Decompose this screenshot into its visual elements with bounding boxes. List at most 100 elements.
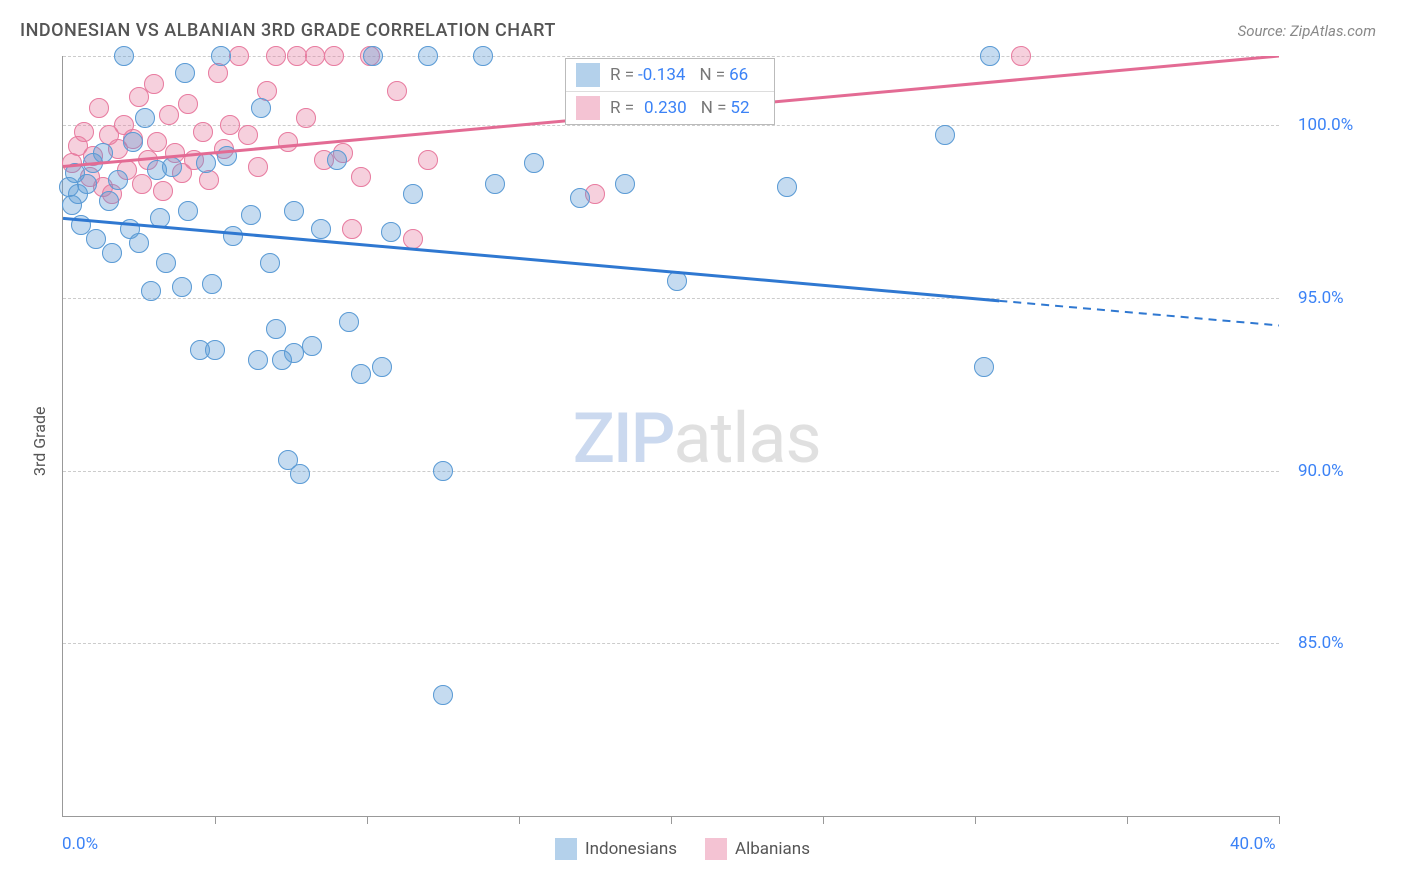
legend-n-value-indonesians: 66 [729, 65, 748, 85]
legend-r-value-albanians: 0.230 [644, 98, 687, 118]
scatter-point-border-indonesians [135, 108, 155, 128]
scatter-point-border-indonesians [667, 271, 687, 291]
scatter-point-border-indonesians [418, 46, 438, 66]
scatter-point-border-albanians [342, 219, 362, 239]
scatter-point-border-albanians [248, 157, 268, 177]
scatter-point-border-indonesians [248, 350, 268, 370]
scatter-point-border-indonesians [351, 364, 371, 384]
scatter-point-border-indonesians [381, 222, 401, 242]
scatter-point-border-indonesians [266, 319, 286, 339]
scatter-point-border-indonesians [777, 177, 797, 197]
scatter-point-border-indonesians [202, 274, 222, 294]
scatter-point-border-indonesians [290, 464, 310, 484]
scatter-point-border-indonesians [123, 132, 143, 152]
scatter-point-border-indonesians [196, 153, 216, 173]
scatter-point-border-indonesians [172, 277, 192, 297]
scatter-point-border-indonesians [327, 150, 347, 170]
scatter-point-border-indonesians [974, 357, 994, 377]
scatter-point-border-indonesians [99, 191, 119, 211]
trendline-dashed-indonesians [999, 301, 1279, 326]
legend-n-label: N = [699, 65, 725, 85]
y-tick-label: 85.0% [1298, 633, 1344, 653]
legend-label-indonesians: Indonesians [585, 839, 677, 859]
scatter-point-border-indonesians [150, 208, 170, 228]
scatter-point-border-albanians [208, 63, 228, 83]
y-tick-label: 90.0% [1298, 461, 1344, 481]
scatter-point-border-indonesians [284, 343, 304, 363]
scatter-point-border-indonesians [339, 312, 359, 332]
scatter-point-border-indonesians [980, 46, 1000, 66]
scatter-point-border-albanians [178, 94, 198, 114]
scatter-point-border-albanians [147, 132, 167, 152]
scatter-point-border-indonesians [178, 201, 198, 221]
legend-swatch-albanians-bottom [705, 838, 727, 860]
x-tick [1279, 816, 1280, 824]
scatter-point-border-indonesians [175, 63, 195, 83]
scatter-point-border-indonesians [570, 188, 590, 208]
scatter-point-border-albanians [418, 150, 438, 170]
legend-label-albanians: Albanians [735, 839, 810, 859]
scatter-point-border-albanians [159, 105, 179, 125]
scatter-point-border-indonesians [433, 461, 453, 481]
scatter-point-border-indonesians [284, 201, 304, 221]
scatter-point-border-indonesians [211, 46, 231, 66]
legend-r-value-indonesians: -0.134 [638, 65, 685, 85]
gridline-h [63, 298, 1279, 299]
x-tick [519, 816, 520, 824]
scatter-point-border-indonesians [403, 184, 423, 204]
x-tick [975, 816, 976, 824]
scatter-point-border-indonesians [363, 46, 383, 66]
scatter-point-border-indonesians [162, 157, 182, 177]
source-label: Source: ZipAtlas.com [1238, 22, 1376, 40]
scatter-point-border-albanians [220, 115, 240, 135]
scatter-point-border-indonesians [77, 174, 97, 194]
scatter-point-border-indonesians [141, 281, 161, 301]
scatter-point-border-albanians [238, 125, 258, 145]
scatter-point-border-albanians [153, 181, 173, 201]
chart-title: INDONESIAN VS ALBANIAN 3RD GRADE CORRELA… [20, 20, 556, 41]
scatter-point-border-indonesians [473, 46, 493, 66]
scatter-point-border-indonesians [205, 340, 225, 360]
legend-r-label: R = [610, 98, 634, 118]
scatter-point-border-indonesians [156, 253, 176, 273]
scatter-point-border-albanians [144, 74, 164, 94]
legend-swatch-albanians [576, 96, 600, 120]
x-tick [671, 816, 672, 824]
scatter-point-border-albanians [266, 46, 286, 66]
scatter-point-border-indonesians [241, 205, 261, 225]
scatter-point-border-indonesians [935, 125, 955, 145]
scatter-point-border-albanians [199, 170, 219, 190]
scatter-point-border-indonesians [524, 153, 544, 173]
scatter-point-border-indonesians [485, 174, 505, 194]
scatter-point-border-indonesians [223, 226, 243, 246]
x-tick [367, 816, 368, 824]
scatter-point-border-albanians [351, 167, 371, 187]
scatter-point-border-indonesians [260, 253, 280, 273]
scatter-point-border-albanians [287, 46, 307, 66]
scatter-point-border-albanians [403, 229, 423, 249]
trend-lines [63, 56, 1279, 816]
scatter-point-border-indonesians [93, 143, 113, 163]
legend-n-value-albanians: 52 [730, 98, 749, 118]
scatter-point-border-indonesians [129, 233, 149, 253]
scatter-point-border-albanians [324, 46, 344, 66]
scatter-point-border-indonesians [108, 170, 128, 190]
gridline-h [63, 471, 1279, 472]
scatter-point-border-indonesians [251, 98, 271, 118]
scatter-point-border-indonesians [433, 685, 453, 705]
y-axis-label: 3rd Grade [30, 407, 49, 476]
gridline-h [63, 643, 1279, 644]
y-tick-label: 95.0% [1298, 288, 1344, 308]
scatter-point-border-albanians [387, 81, 407, 101]
x-label-max: 40.0% [1230, 834, 1276, 854]
scatter-point-border-albanians [1011, 46, 1031, 66]
scatter-point-border-albanians [89, 98, 109, 118]
scatter-point-border-albanians [74, 122, 94, 142]
x-label-min: 0.0% [62, 834, 98, 854]
series-legend: Indonesians Albanians [555, 838, 838, 860]
x-tick [215, 816, 216, 824]
scatter-point-border-albanians [296, 108, 316, 128]
scatter-point-border-indonesians [217, 146, 237, 166]
scatter-point-border-indonesians [372, 357, 392, 377]
scatter-point-border-indonesians [102, 243, 122, 263]
